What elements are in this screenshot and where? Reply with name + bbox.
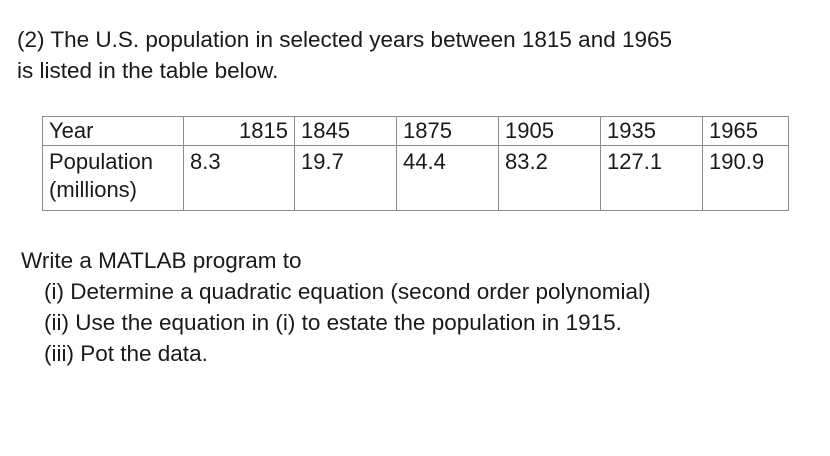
year-cell: 1965 <box>702 116 789 146</box>
population-cell: 127.1 <box>600 145 703 211</box>
year-cell: 1935 <box>600 116 703 146</box>
task-item: (ii) Use the equation in (i) to estate t… <box>44 310 622 335</box>
year-cell: 1905 <box>498 116 601 146</box>
year-row: Year 1815 1845 1875 1905 1935 1965 <box>42 116 789 146</box>
population-row-label: Population (millions) <box>42 145 184 211</box>
population-cell: 190.9 <box>702 145 789 211</box>
task-item: (i) Determine a quadratic equation (seco… <box>44 279 651 304</box>
year-cell: 1815 <box>183 116 295 146</box>
year-cell: 1845 <box>294 116 397 146</box>
task-item: (iii) Pot the data. <box>44 341 208 366</box>
population-table: Year 1815 1845 1875 1905 1935 1965 Popul… <box>42 116 789 211</box>
population-cell: 8.3 <box>183 145 295 211</box>
task-list: Write a MATLAB program to (i) Determine … <box>21 245 651 369</box>
population-cell: 44.4 <box>396 145 499 211</box>
problem-intro-line-1: (2) The U.S. population in selected year… <box>17 27 673 52</box>
year-cell: 1875 <box>396 116 499 146</box>
problem-statement: (2) The U.S. population in selected year… <box>17 24 817 86</box>
population-label: Population <box>49 149 153 174</box>
population-cell: 83.2 <box>498 145 601 211</box>
population-row: Population (millions) 8.3 19.7 44.4 83.2… <box>42 145 789 211</box>
population-cell: 19.7 <box>294 145 397 211</box>
year-row-label: Year <box>42 116 184 146</box>
task-heading: Write a MATLAB program to <box>21 248 302 273</box>
population-unit-label: (millions) <box>49 177 137 202</box>
problem-intro-line-2: is listed in the table below. <box>17 58 279 83</box>
